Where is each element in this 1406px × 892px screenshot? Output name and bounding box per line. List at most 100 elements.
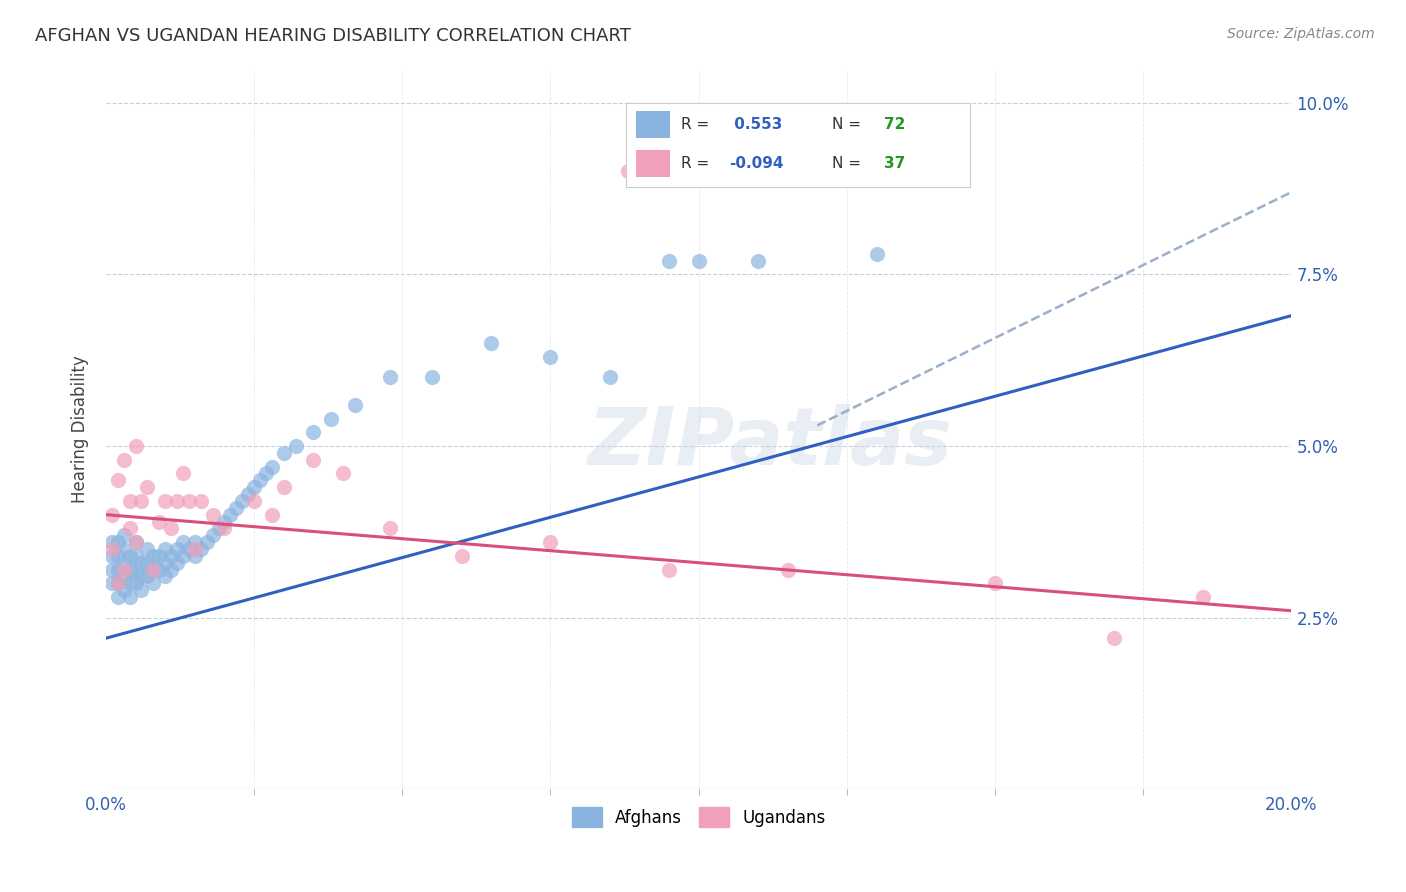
Point bbox=[107, 563, 129, 577]
Point bbox=[184, 541, 207, 556]
Point bbox=[107, 576, 129, 591]
Text: N =: N = bbox=[832, 117, 862, 132]
Point bbox=[190, 541, 212, 556]
Point bbox=[153, 569, 176, 583]
Point bbox=[1102, 631, 1125, 645]
Point bbox=[124, 535, 146, 549]
Point bbox=[101, 541, 124, 556]
Point bbox=[112, 563, 135, 577]
Point bbox=[124, 439, 146, 453]
Point bbox=[118, 590, 141, 604]
Point bbox=[273, 480, 295, 494]
Point bbox=[599, 370, 621, 384]
Point bbox=[112, 583, 135, 598]
Point bbox=[302, 425, 325, 440]
Point bbox=[1191, 590, 1213, 604]
Point bbox=[101, 563, 124, 577]
Point bbox=[540, 535, 562, 549]
Point bbox=[177, 494, 200, 508]
Point bbox=[984, 576, 1007, 591]
Point bbox=[107, 474, 129, 488]
Point bbox=[273, 446, 295, 460]
Point bbox=[124, 535, 146, 549]
Point bbox=[450, 549, 472, 563]
Point bbox=[131, 494, 153, 508]
Point bbox=[142, 576, 165, 591]
Point bbox=[225, 500, 247, 515]
Point bbox=[172, 535, 194, 549]
Point bbox=[112, 452, 135, 467]
Point bbox=[112, 541, 135, 556]
Point bbox=[260, 508, 283, 522]
Point bbox=[107, 590, 129, 604]
Point bbox=[479, 336, 502, 351]
Point bbox=[380, 370, 402, 384]
Point bbox=[166, 556, 188, 570]
Text: R =: R = bbox=[681, 156, 709, 171]
Point bbox=[776, 563, 799, 577]
Text: N =: N = bbox=[832, 156, 862, 171]
Point bbox=[131, 556, 153, 570]
Point bbox=[214, 515, 236, 529]
Point bbox=[101, 576, 124, 591]
Point bbox=[142, 563, 165, 577]
Point bbox=[380, 521, 402, 535]
Point bbox=[238, 487, 260, 501]
Point bbox=[124, 563, 146, 577]
Point bbox=[118, 521, 141, 535]
Point bbox=[153, 556, 176, 570]
Point bbox=[658, 563, 681, 577]
Point bbox=[243, 494, 266, 508]
Point bbox=[153, 541, 176, 556]
Point bbox=[284, 439, 307, 453]
Point bbox=[540, 350, 562, 364]
Y-axis label: Hearing Disability: Hearing Disability bbox=[72, 355, 89, 503]
Text: Source: ZipAtlas.com: Source: ZipAtlas.com bbox=[1227, 27, 1375, 41]
Point bbox=[166, 541, 188, 556]
Point bbox=[136, 556, 159, 570]
Point bbox=[160, 521, 183, 535]
Point bbox=[112, 528, 135, 542]
Point bbox=[166, 494, 188, 508]
Point bbox=[142, 563, 165, 577]
Point bbox=[865, 247, 887, 261]
Text: R =: R = bbox=[681, 117, 709, 132]
Point bbox=[136, 541, 159, 556]
Bar bbox=[636, 150, 671, 178]
Point bbox=[243, 480, 266, 494]
Point bbox=[136, 480, 159, 494]
Point bbox=[131, 583, 153, 598]
Point bbox=[249, 474, 271, 488]
Point bbox=[658, 253, 681, 268]
Point bbox=[124, 576, 146, 591]
Point bbox=[136, 569, 159, 583]
Point bbox=[160, 563, 183, 577]
Text: 37: 37 bbox=[884, 156, 905, 171]
Legend: Afghans, Ugandans: Afghans, Ugandans bbox=[564, 799, 834, 835]
Point bbox=[101, 508, 124, 522]
Point bbox=[254, 467, 277, 481]
Point bbox=[420, 370, 443, 384]
Point bbox=[177, 541, 200, 556]
Point bbox=[124, 549, 146, 563]
Text: 72: 72 bbox=[884, 117, 905, 132]
Point bbox=[112, 556, 135, 570]
Text: AFGHAN VS UGANDAN HEARING DISABILITY CORRELATION CHART: AFGHAN VS UGANDAN HEARING DISABILITY COR… bbox=[35, 27, 631, 45]
Text: -0.094: -0.094 bbox=[728, 156, 783, 171]
Point bbox=[112, 569, 135, 583]
Point bbox=[616, 164, 638, 178]
Point bbox=[260, 459, 283, 474]
Point bbox=[101, 535, 124, 549]
Point bbox=[172, 549, 194, 563]
Point bbox=[231, 494, 253, 508]
Point bbox=[118, 549, 141, 563]
Point bbox=[107, 535, 129, 549]
Point bbox=[219, 508, 242, 522]
Point bbox=[332, 467, 354, 481]
Point bbox=[118, 563, 141, 577]
Point bbox=[107, 576, 129, 591]
Point bbox=[343, 398, 366, 412]
Point bbox=[118, 494, 141, 508]
Point bbox=[688, 253, 710, 268]
Point bbox=[153, 494, 176, 508]
